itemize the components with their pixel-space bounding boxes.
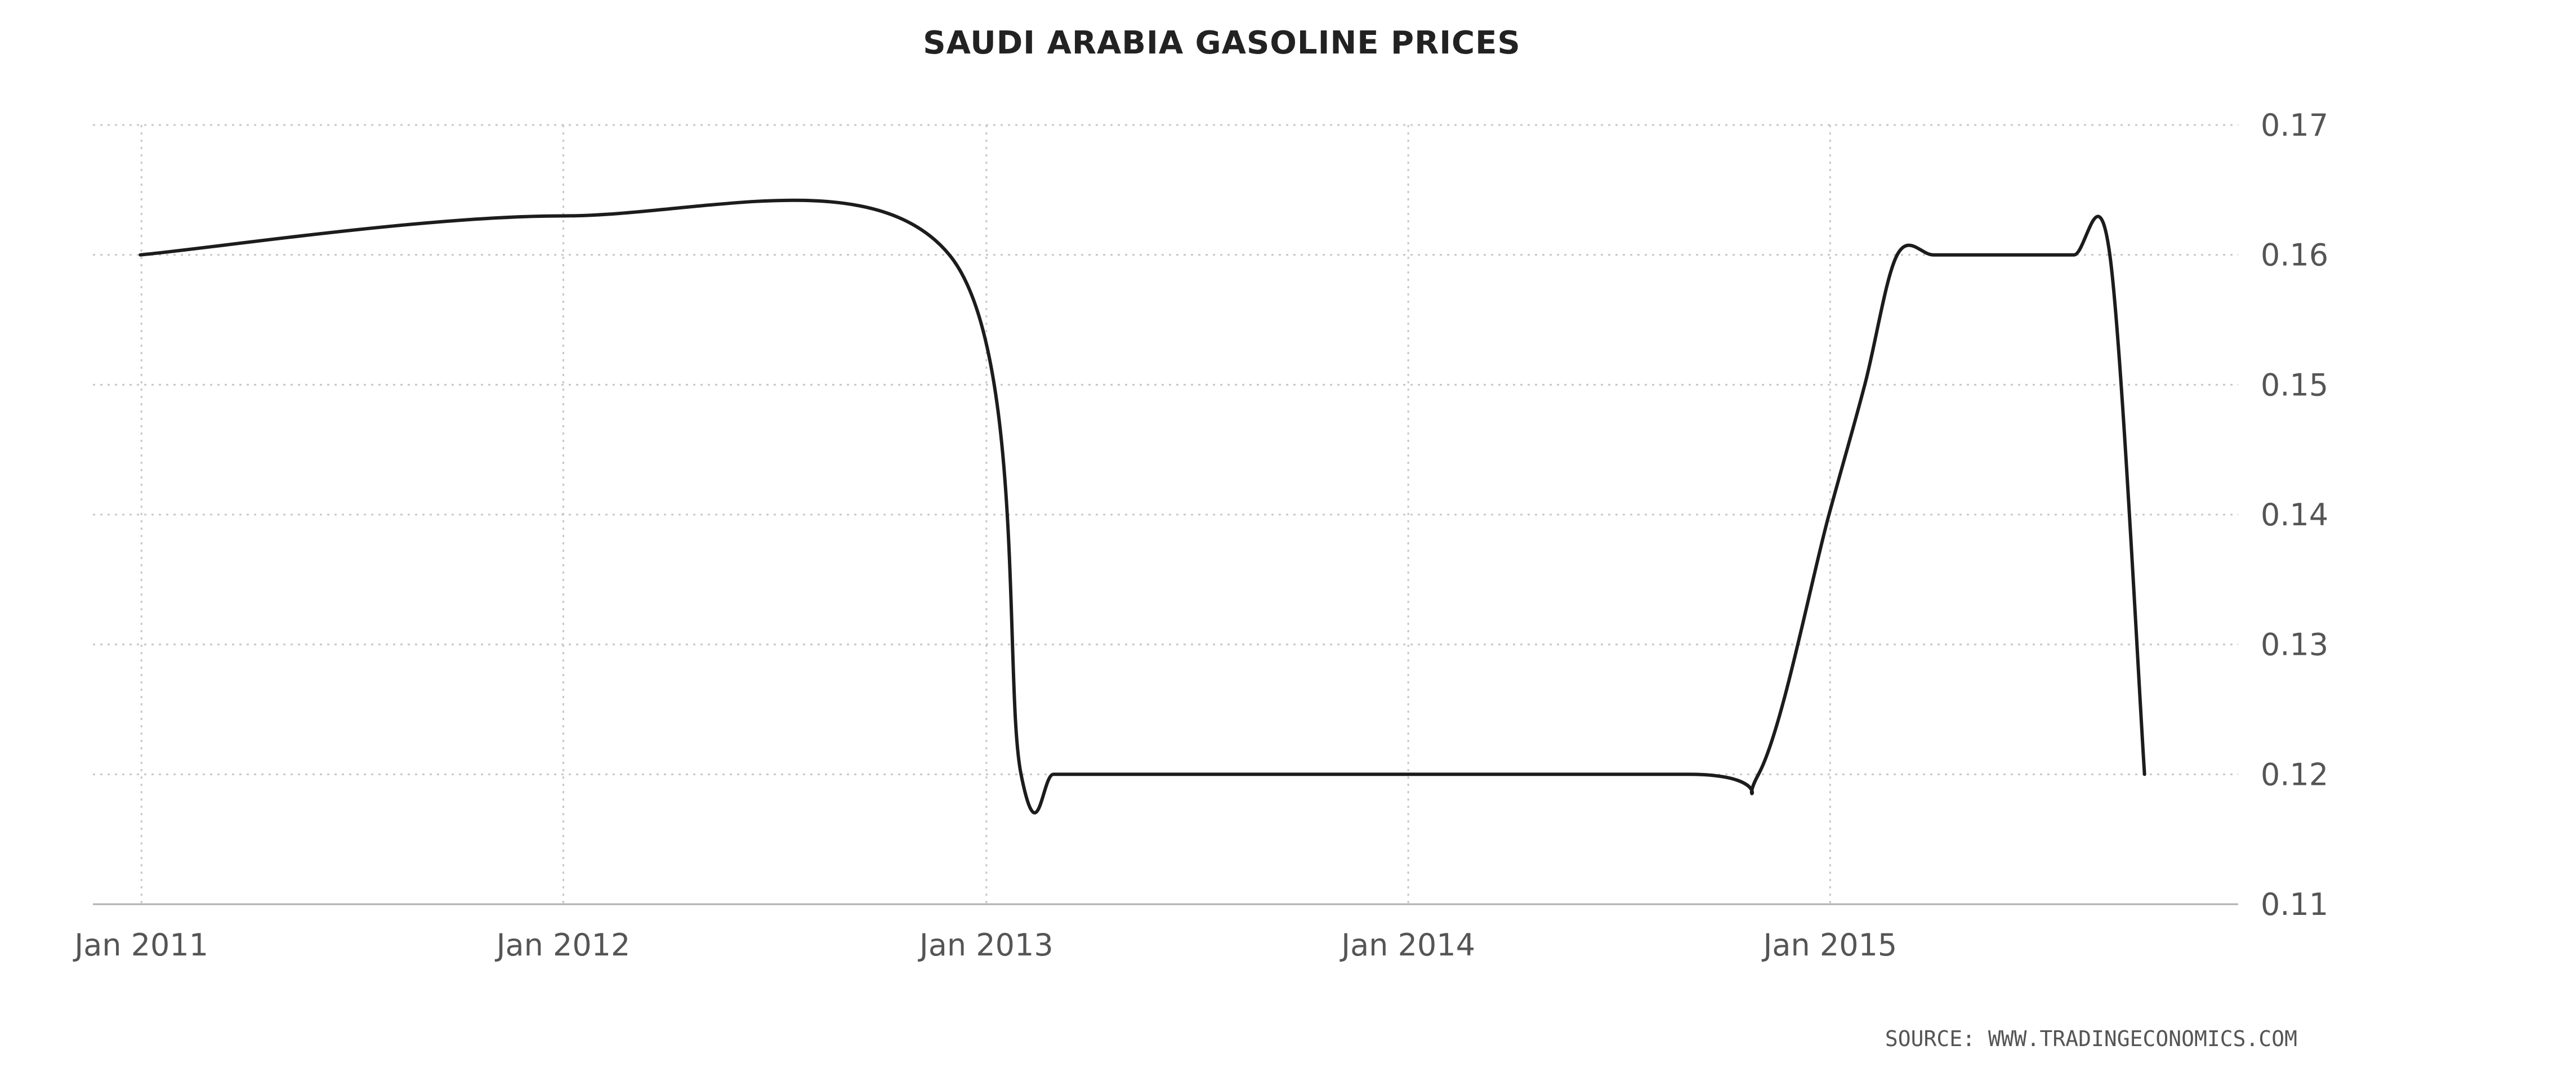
grid-lines (93, 124, 2238, 904)
chart-title: SAUDI ARABIA GASOLINE PRICES (923, 25, 1520, 61)
y-tick-label: 0.14 (2261, 497, 2328, 533)
x-axis: Jan 2011 Jan 2012 Jan 2013 Jan 2014 Jan 2015 (73, 927, 1897, 963)
y-tick-label: 0.11 (2261, 887, 2328, 922)
x-tick-label: Jan 2011 (73, 927, 208, 963)
y-tick-label: 0.12 (2261, 757, 2328, 792)
series-line-gasoline-price (139, 198, 2146, 815)
y-tick-label: 0.16 (2261, 238, 2328, 273)
x-tick-label: Jan 2014 (1340, 927, 1475, 963)
source-text: SOURCE: WWW.TRADINGECONOMICS.COM (1885, 1026, 2297, 1051)
y-axis: 0.11 0.12 0.13 0.14 0.15 0.16 0.17 (2261, 108, 2328, 922)
x-tick-label: Jan 2013 (918, 927, 1053, 963)
x-tick-label: Jan 2012 (495, 927, 631, 963)
y-tick-label: 0.15 (2261, 367, 2328, 403)
y-tick-label: 0.17 (2261, 108, 2328, 143)
x-tick-label: Jan 2015 (1761, 927, 1897, 963)
y-tick-label: 0.13 (2261, 627, 2328, 663)
